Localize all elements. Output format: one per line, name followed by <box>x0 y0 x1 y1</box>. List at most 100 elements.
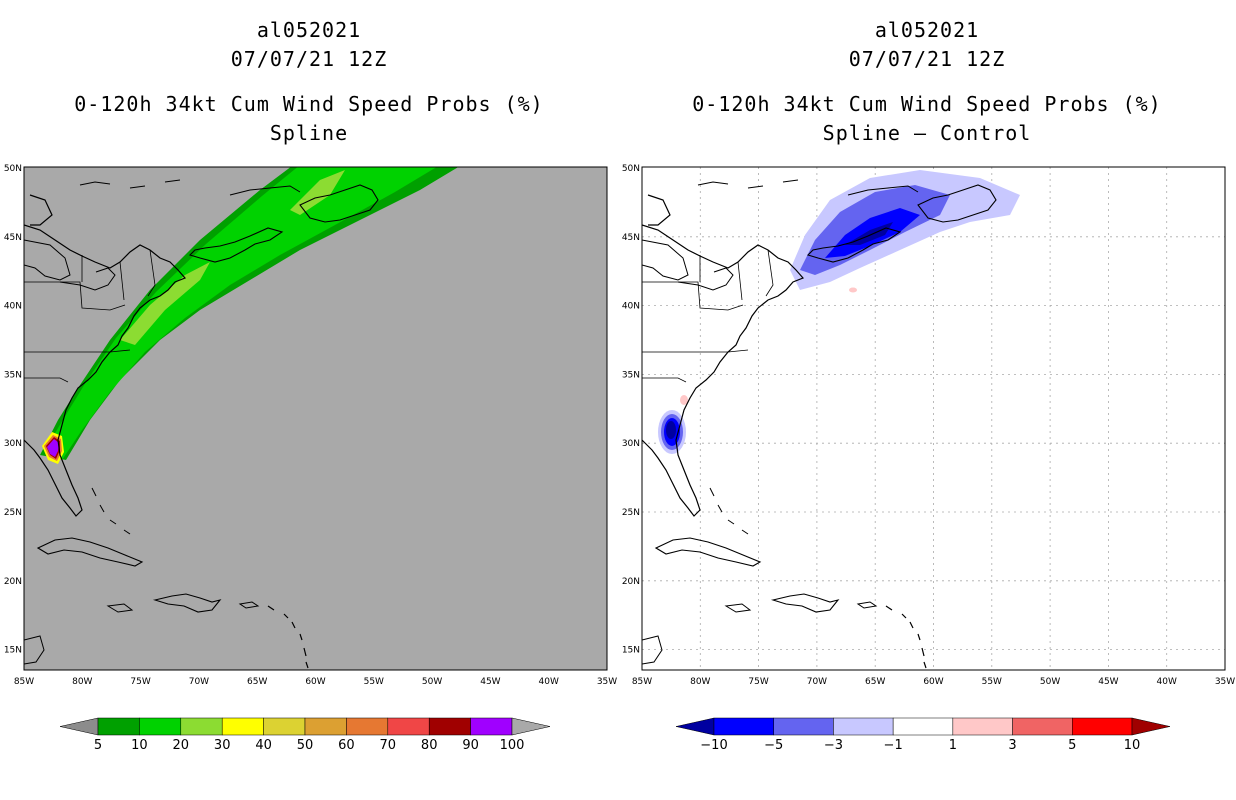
right-lon-label: 55W <box>982 677 1002 687</box>
right-lon-label: 80W <box>690 677 710 687</box>
left-lon-label: 70W <box>189 677 209 687</box>
right-colorbar-swatch <box>1072 717 1133 736</box>
left-colorbar-swatch <box>97 717 140 736</box>
right-lat-label: 40N <box>622 302 640 312</box>
left-title-block: al052021 07/07/21 12Z 0-120h 34kt Cum Wi… <box>0 16 618 148</box>
right-lon-label: 45W <box>1098 677 1118 687</box>
left-lon-label: 55W <box>364 677 384 687</box>
left-colorbar-label: 40 <box>255 738 272 753</box>
right-colorbar-swatch <box>833 717 894 736</box>
right-lon-label: 35W <box>1215 677 1235 687</box>
left-lat-label: 30N <box>4 439 22 449</box>
left-subtitle: Spline <box>269 121 349 145</box>
colorbars: 5 10 20 30 40 50 60 70 80 90 100 −10 −5 −3 −1 1 3 5 10 <box>59 717 1171 753</box>
diff-minus10-south <box>666 421 676 439</box>
left-lat-label: 50N <box>4 164 22 174</box>
right-colorbar-label: 10 <box>1124 738 1141 753</box>
right-lon-label: 85W <box>632 677 652 687</box>
right-colorbar-swatch <box>773 717 834 736</box>
right-colorbar-swatch <box>713 717 774 736</box>
right-lat-label: 45N <box>622 233 640 243</box>
left-colorbar-swatch <box>387 717 430 736</box>
left-colorbar-label: 5 <box>94 738 102 753</box>
right-gridlines <box>642 167 1225 670</box>
right-lon-label: 50W <box>1040 677 1060 687</box>
left-colorbar-low-arrow <box>59 717 99 736</box>
left-datetime: 07/07/21 12Z <box>230 47 388 71</box>
left-lat-label: 15N <box>4 646 22 656</box>
left-colorbar-swatch <box>263 717 306 736</box>
left-colorbar-swatch <box>470 717 513 736</box>
right-map-panel <box>641 166 1226 671</box>
left-colorbar-label: 10 <box>131 738 148 753</box>
right-colorbar-label: −10 <box>700 738 727 753</box>
left-map-frame <box>23 166 608 671</box>
right-lon-label: 75W <box>748 677 768 687</box>
right-colorbar-label: −5 <box>764 738 783 753</box>
right-lat-label: 20N <box>622 577 640 587</box>
left-lon-label: 50W <box>422 677 442 687</box>
right-lat-label: 50N <box>622 164 640 174</box>
right-colorbar-label: −1 <box>884 738 903 753</box>
right-lat-label: 35N <box>622 370 640 380</box>
left-product: 0-120h 34kt Cum Wind Speed Probs (%) <box>74 92 544 116</box>
right-lon-label: 70W <box>807 677 827 687</box>
left-colorbar-swatch <box>428 717 471 736</box>
left-colorbar-label: 100 <box>500 738 525 753</box>
right-storm-id: al052021 <box>874 18 980 42</box>
left-lat-label: 45N <box>4 233 22 243</box>
left-lon-label: 45W <box>480 677 500 687</box>
left-colorbar-swatch <box>180 717 223 736</box>
diff-plus1-south <box>680 395 688 405</box>
left-colorbar-label: 60 <box>338 738 355 753</box>
right-colorbar-label: −3 <box>824 738 843 753</box>
left-lon-label: 60W <box>305 677 325 687</box>
right-colorbar-swatch <box>1012 717 1073 736</box>
left-colorbar-swatch <box>139 717 182 736</box>
swath-20pct <box>120 170 345 345</box>
diff-minus10 <box>845 222 893 245</box>
diff-plus1-north <box>849 287 857 293</box>
right-subtitle: Spline – Control <box>822 121 1032 145</box>
left-lon-label: 35W <box>597 677 617 687</box>
right-lon-label: 60W <box>923 677 943 687</box>
swath-10pct <box>45 167 437 460</box>
left-map-panel <box>23 166 608 671</box>
right-colorbar-high-arrow <box>1131 717 1171 736</box>
left-colorbar-swatch <box>221 717 264 736</box>
swath-100pct <box>47 439 59 457</box>
axis-labels: 50N 45N 40N 35N 30N 25N 20N 15N 85W 80W 75W 70W 65W 6… <box>4 164 1235 687</box>
right-lat-label: 15N <box>622 646 640 656</box>
right-difference-field <box>658 170 1020 454</box>
right-colorbar-label: 1 <box>949 738 957 753</box>
right-datetime: 07/07/21 12Z <box>848 47 1006 71</box>
left-lon-label: 85W <box>14 677 34 687</box>
left-colorbar-high-arrow <box>511 717 551 736</box>
left-lat-label: 40N <box>4 302 22 312</box>
left-colorbar-label: 80 <box>421 738 438 753</box>
right-colorbar-swatch <box>892 717 954 736</box>
right-map-frame <box>641 166 1226 671</box>
right-colorbar-label: 3 <box>1008 738 1016 753</box>
right-colorbar-label: 5 <box>1068 738 1076 753</box>
left-lon-label: 80W <box>72 677 92 687</box>
right-title-block: al052021 07/07/21 12Z 0-120h 34kt Cum Wi… <box>618 16 1236 148</box>
left-lon-label: 40W <box>539 677 559 687</box>
left-lat-label: 25N <box>4 508 22 518</box>
right-colorbar-swatch <box>952 717 1013 736</box>
left-colorbar-label: 90 <box>462 738 479 753</box>
right-lon-label: 40W <box>1157 677 1177 687</box>
right-map-background <box>642 167 1225 670</box>
left-lat-label: 20N <box>4 577 22 587</box>
right-lat-label: 25N <box>622 508 640 518</box>
right-product: 0-120h 34kt Cum Wind Speed Probs (%) <box>692 92 1162 116</box>
left-colorbar-label: 70 <box>380 738 397 753</box>
left-colorbar-swatch <box>346 717 389 736</box>
left-storm-id: al052021 <box>256 18 362 42</box>
left-probability-swath <box>24 167 459 668</box>
right-lat-label: 30N <box>622 439 640 449</box>
left-lon-label: 75W <box>130 677 150 687</box>
left-colorbar-swatch <box>304 717 347 736</box>
right-lon-label: 65W <box>865 677 885 687</box>
